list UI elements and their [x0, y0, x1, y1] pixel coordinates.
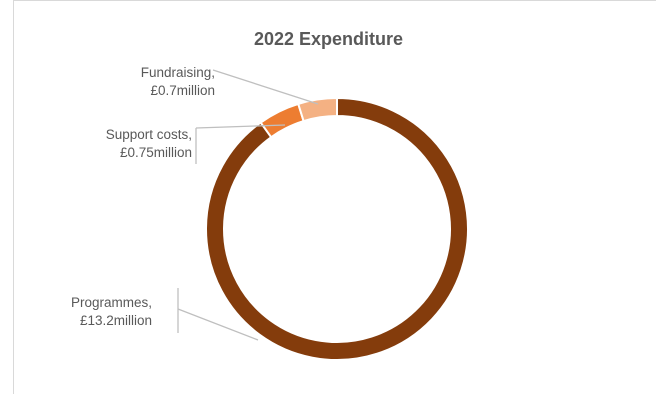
data-label-fundraising: Fundraising, £0.7million	[95, 64, 215, 100]
data-label-programmes-value: £13.2million	[79, 313, 152, 328]
chart-area	[13, 0, 656, 394]
slice-support-costs	[259, 102, 305, 139]
data-label-programmes-category: Programmes,	[70, 295, 152, 310]
chart-title: 2022 Expenditure	[253, 29, 404, 49]
leader-line-programmes-segment	[177, 308, 259, 341]
slice-fundraising	[297, 96, 338, 123]
slice-programmes	[205, 96, 469, 361]
data-label-programmes: Programmes, £13.2million	[30, 294, 152, 330]
data-label-support-costs: Support costs, £0.75million	[40, 126, 192, 162]
data-label-fundraising-value: £0.7million	[150, 83, 215, 98]
data-label-support-costs-category: Support costs,	[105, 127, 192, 142]
data-label-fundraising-category: Fundraising,	[140, 65, 215, 80]
leader-line-fundraising	[212, 69, 319, 105]
data-label-support-costs-value: £0.75million	[119, 145, 192, 160]
leader-line-support-costs-segment	[195, 124, 286, 129]
